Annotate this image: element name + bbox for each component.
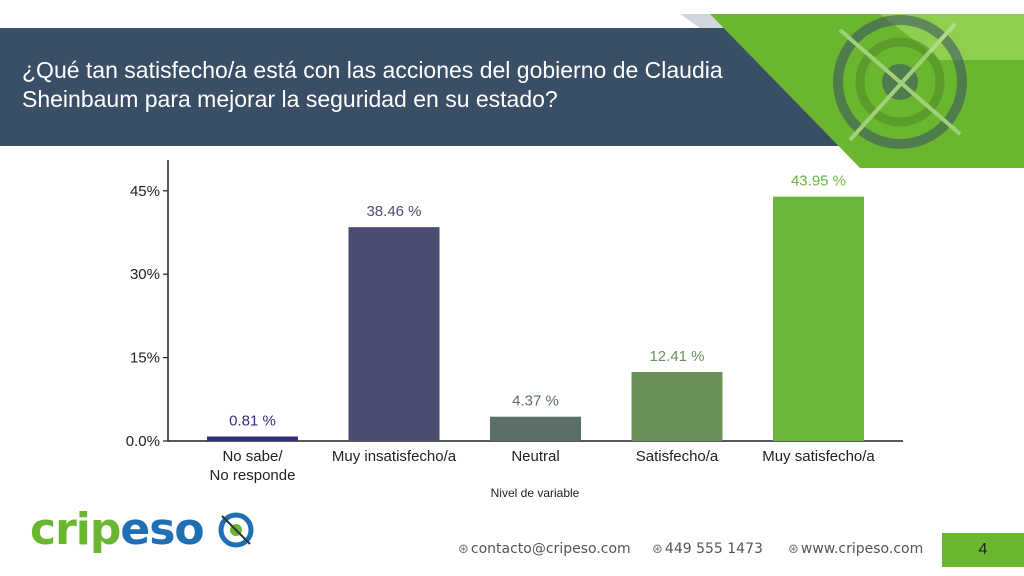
data-label: 0.81 % bbox=[229, 412, 276, 429]
web-text: www.cripeso.com bbox=[800, 541, 924, 557]
footer-email[interactable]: ⊛ contacto@cripeso.com bbox=[458, 541, 631, 557]
logo-target-icon bbox=[218, 512, 254, 548]
y-tick-label: 30% bbox=[130, 266, 160, 283]
mail-icon: ⊛ bbox=[458, 542, 469, 557]
data-label: 43.95 % bbox=[791, 173, 846, 190]
bar bbox=[490, 416, 581, 441]
bar bbox=[631, 372, 723, 441]
y-tick-label: 0.0% bbox=[126, 433, 160, 450]
page-number-box: 4 bbox=[942, 533, 1024, 567]
data-label: 38.46 % bbox=[366, 203, 421, 220]
data-label: 12.41 % bbox=[649, 348, 704, 365]
globe-icon: ⊛ bbox=[788, 542, 799, 557]
target-emblem-icon bbox=[833, 15, 967, 149]
phone-text: 449 555 1473 bbox=[664, 541, 763, 557]
page-number: 4 bbox=[978, 541, 988, 558]
email-text: contacto@cripeso.com bbox=[470, 541, 631, 557]
footer-web[interactable]: ⊛ www.cripeso.com bbox=[788, 541, 923, 557]
x-tick-label: Muy insatisfecho/a bbox=[332, 448, 457, 465]
bar-chart: 0.0% 15% 30% 45% 0.81 % No sabe/No responde 38… bbox=[126, 160, 903, 500]
x-tick-label: No responde bbox=[210, 467, 296, 484]
data-label: 4.37 % bbox=[512, 393, 559, 410]
header-decoration bbox=[680, 14, 1024, 168]
x-tick-label: Muy satisfecho/a bbox=[762, 448, 875, 465]
bar bbox=[348, 227, 440, 441]
bar bbox=[773, 196, 864, 441]
x-axis-title: Nivel de variable bbox=[491, 486, 580, 500]
cripeso-logo: cripeso bbox=[30, 505, 254, 555]
x-tick-label: No sabe/ bbox=[222, 448, 283, 465]
phone-icon: ⊛ bbox=[652, 542, 663, 557]
logo-text-blue: eso bbox=[120, 504, 204, 555]
bar bbox=[207, 436, 298, 441]
x-tick-label: Neutral bbox=[511, 448, 559, 465]
footer-phone[interactable]: ⊛ 449 555 1473 bbox=[652, 541, 763, 557]
top-strip bbox=[0, 0, 1024, 14]
y-tick-label: 15% bbox=[130, 350, 160, 367]
y-tick-label: 45% bbox=[130, 183, 160, 200]
logo-text-green: crip bbox=[30, 504, 121, 555]
page-title: ¿Qué tan satisfecho/a está con las accio… bbox=[22, 57, 723, 112]
x-tick-label: Satisfecho/a bbox=[636, 448, 719, 465]
